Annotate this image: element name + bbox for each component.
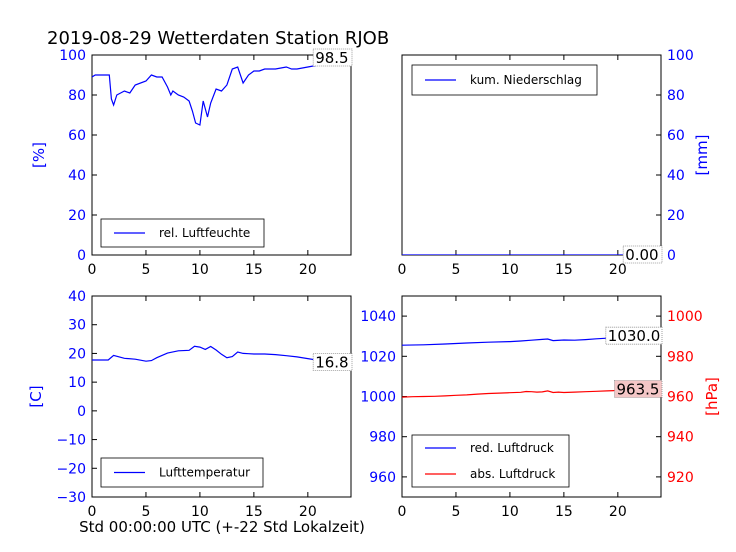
y-axis-label: [%]: [30, 142, 48, 168]
x-axis-label: Std 00:00:00 UTC (+-22 Std Lokalzeit): [79, 518, 365, 536]
legend-box: [411, 434, 570, 488]
x-tick-label: 15: [245, 504, 263, 520]
axes-frame: [91, 54, 352, 256]
y-tick-label: 20: [667, 208, 685, 224]
y-tick-label: 60: [667, 128, 685, 144]
y-tick-label: 0: [667, 248, 676, 264]
x-tick-label: 0: [398, 262, 407, 278]
last-value-box: [614, 380, 663, 398]
figure-title: 2019-08-29 Wetterdaten Station RJOB: [47, 28, 389, 49]
y-tick-label: 40: [68, 289, 86, 305]
y-axis-label: [C]: [27, 385, 45, 407]
last-value-box: [605, 326, 663, 345]
axes-frame: [91, 295, 352, 498]
x-tick-label: 20: [299, 262, 317, 278]
y-tick-label: 20: [68, 346, 86, 362]
x-tick-label: 0: [398, 504, 407, 520]
x-tick-label: 20: [299, 504, 317, 520]
y-tick-label: 30: [68, 318, 86, 334]
x-tick-label: 10: [501, 504, 519, 520]
last-value-label: 1030.0: [608, 327, 661, 345]
y-tick-label: 80: [68, 88, 86, 104]
legend: red. Luftdruck abs. Luftdruck: [411, 434, 570, 488]
x-tick-label: 20: [609, 504, 627, 520]
last-value-label: 963.5: [617, 380, 660, 398]
y-tick-label: 980: [667, 349, 694, 365]
y-tick-label: 40: [667, 168, 685, 184]
last-value-label: 98.5: [315, 49, 348, 67]
y-tick-label: 940: [667, 430, 694, 446]
legend-label: abs. Luftdruck: [470, 467, 555, 481]
series-line-1: [92, 345, 351, 364]
y-tick-label: 0: [77, 248, 86, 264]
y-tick-label: 10: [68, 375, 86, 391]
legend: Lufttemperatur: [100, 457, 264, 488]
x-tick-label: 5: [141, 504, 150, 520]
y-tick-label: 80: [667, 88, 685, 104]
x-tick-label: 20: [609, 262, 627, 278]
x-tick-label: 15: [245, 262, 263, 278]
legend: rel. Luftfeuchte: [100, 218, 265, 248]
x-tick-label: 10: [191, 262, 209, 278]
x-tick-label: 10: [191, 504, 209, 520]
chart-panel-1: 0 5 10 15 20 0 20 40 60 80 100 [%] 98.5 rel. Luftfeuc…: [30, 48, 353, 278]
y-tick-label: 100: [667, 48, 694, 64]
y-tick-label: 1040: [360, 309, 396, 325]
legend: kum. Niederschlag: [411, 64, 598, 96]
x-tick-label: 15: [555, 262, 573, 278]
y-tick-label: 40: [68, 168, 86, 184]
series-line-1: [92, 57, 351, 126]
y-tick-label: 100: [59, 48, 86, 64]
last-value-box: [312, 48, 353, 67]
legend-label: kum. Niederschlag: [470, 73, 582, 87]
y-tick-label: 980: [369, 430, 396, 446]
last-value-box: [312, 353, 353, 372]
series-line-2: [402, 388, 661, 398]
chart-panel-3: 0 5 10 15 20 −30 −20 −10 0 10 20 30 40 [C] 16.8 Lufttem…: [27, 289, 353, 520]
y-tick-label: 60: [68, 128, 86, 144]
last-value-box: [622, 245, 663, 264]
legend-label: Lufttemperatur: [159, 466, 250, 480]
y-tick-label: 1020: [360, 349, 396, 365]
y-tick-label: 960: [667, 390, 694, 406]
x-tick-label: 5: [451, 504, 460, 520]
y-tick-label: 960: [369, 470, 396, 486]
y-tick-label: −20: [56, 461, 86, 477]
x-tick-label: 5: [141, 262, 150, 278]
y-axis-label: [hPa]: [703, 377, 721, 416]
legend-label: rel. Luftfeuchte: [159, 226, 250, 240]
x-tick-label: 0: [88, 262, 97, 278]
y-tick-label: −10: [56, 433, 86, 449]
y-tick-label: 920: [667, 470, 694, 486]
x-tick-label: 0: [88, 504, 97, 520]
y-tick-label: 1000: [360, 390, 396, 406]
legend-label: red. Luftdruck: [470, 441, 554, 455]
y-tick-label: 0: [77, 404, 86, 420]
x-tick-label: 10: [501, 262, 519, 278]
y-tick-label: −30: [56, 490, 86, 506]
last-value-label: 16.8: [315, 354, 348, 372]
y-axis-label: [mm]: [693, 135, 711, 176]
x-tick-label: 5: [451, 262, 460, 278]
y-tick-label: 1000: [667, 309, 703, 325]
chart-panel-2: 0 5 10 15 20 0 20 40 60 80 100 [mm] 0.00 kum. Nieders…: [398, 48, 711, 278]
last-value-label: 0.00: [625, 246, 658, 264]
x-tick-label: 15: [555, 504, 573, 520]
y-tick-label: 20: [68, 208, 86, 224]
chart-panel-4: 0 5 10 15 20 960 980 1000 1020 1040 920 940 960 980 10…: [360, 295, 721, 520]
